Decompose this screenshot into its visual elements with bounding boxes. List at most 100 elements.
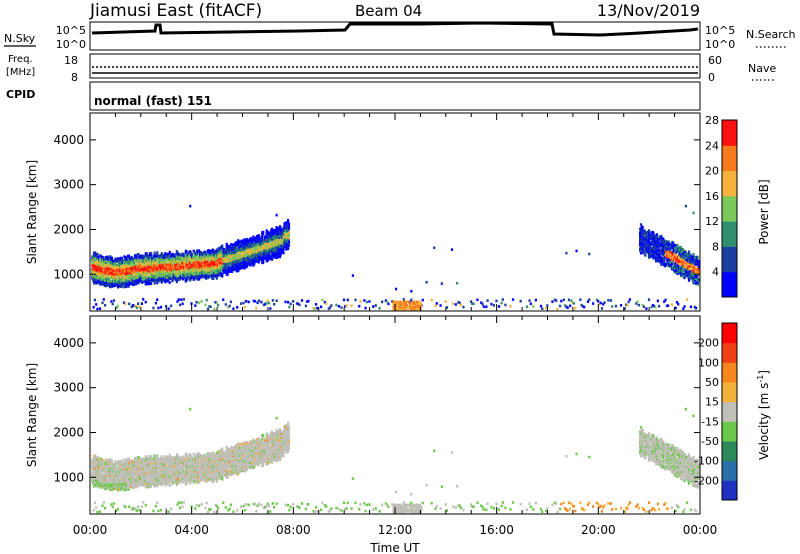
scatter-cell — [120, 459, 123, 463]
power-scatter — [91, 204, 700, 311]
scatter-cell — [167, 266, 170, 270]
scatter-cell — [320, 305, 323, 309]
scatter-cell — [363, 299, 366, 302]
scatter-cell — [118, 264, 122, 268]
scatter-cell — [147, 483, 150, 487]
scatter-cell — [264, 302, 267, 306]
scatter-cell — [150, 479, 154, 483]
freq-tick-bottom: 8 — [71, 71, 78, 84]
scatter-cell — [182, 265, 185, 268]
scatter-cell — [189, 250, 192, 253]
scatter-cell — [257, 259, 260, 262]
scatter-cell — [242, 249, 245, 252]
scatter-cell — [195, 300, 198, 304]
scatter-cell — [695, 266, 698, 269]
scatter-cell — [657, 252, 660, 255]
scatter-cell — [653, 246, 656, 249]
scatter-cell — [198, 249, 201, 252]
scatter-cell — [137, 482, 140, 486]
scatter-cell — [304, 304, 307, 308]
scatter-cell — [139, 477, 142, 481]
scatter-cell — [166, 274, 170, 278]
scatter-cell — [138, 475, 141, 479]
scatter-cell — [137, 457, 140, 461]
scatter-cell — [121, 465, 124, 469]
scatter-cell — [154, 254, 157, 257]
scatter-cell — [160, 268, 163, 271]
scatter-cell — [141, 468, 145, 472]
scatter-cell — [384, 299, 388, 302]
scatter-cell — [237, 253, 240, 257]
scatter-cell — [676, 272, 679, 276]
scatter-cell — [134, 281, 138, 284]
scatter-cell — [142, 463, 146, 467]
scatter-cell — [697, 260, 700, 263]
scatter-cell — [186, 254, 189, 257]
scatter-cell — [344, 304, 347, 308]
scatter-cell — [136, 263, 139, 267]
scatter-cell — [93, 456, 96, 459]
scatter-cell — [149, 456, 153, 460]
scatter-cell — [417, 302, 421, 306]
scatter-cell — [117, 285, 120, 289]
scatter-cell — [252, 264, 255, 267]
scatter-cell — [145, 478, 148, 482]
scatter-cell — [177, 298, 180, 301]
scatter-cell — [154, 473, 157, 476]
scatter-cell — [159, 480, 162, 483]
scatter-cell — [268, 240, 271, 243]
scatter-cell — [150, 258, 154, 262]
scatter-cell — [261, 252, 264, 256]
scatter-cell — [647, 248, 650, 252]
scatter-cell — [224, 253, 227, 257]
scatter-cell — [149, 251, 153, 255]
scatter-cell — [106, 273, 109, 277]
scatter-cell — [655, 259, 658, 263]
scatter-cell — [653, 255, 656, 258]
scatter-cell — [637, 303, 640, 307]
scatter-cell — [106, 478, 109, 481]
scatter-cell — [125, 256, 128, 260]
scatter-cell — [108, 459, 111, 463]
scatter-cell — [145, 259, 148, 262]
scatter-cell — [221, 274, 224, 278]
scatter-cell — [657, 246, 660, 250]
scatter-cell — [184, 256, 187, 260]
scatter-cell — [655, 244, 659, 247]
scatter-cell — [696, 256, 700, 259]
scatter-cell — [228, 261, 231, 264]
scatter-cell — [147, 254, 150, 257]
scatter-cell — [147, 485, 150, 489]
scatter-cell — [673, 260, 676, 263]
scatter-cell — [128, 302, 131, 306]
scatter-cell — [663, 241, 667, 245]
scatter-cell — [150, 274, 154, 278]
scatter-cell — [444, 300, 447, 303]
scatter-cell — [157, 279, 161, 283]
scatter-cell — [187, 252, 190, 256]
scatter-cell — [168, 272, 171, 275]
scatter-cell — [558, 304, 562, 308]
scatter-cell — [106, 275, 109, 278]
scatter-cell — [130, 277, 133, 280]
scatter-cell — [312, 307, 315, 310]
scatter-cell — [439, 304, 442, 307]
scatter-cell — [160, 254, 163, 257]
scatter-cell — [655, 236, 659, 240]
scatter-cell — [208, 271, 211, 275]
scatter-cell — [692, 252, 695, 256]
scatter-cell — [150, 461, 154, 465]
scatter-cell — [155, 274, 158, 278]
station-title: Jiamusi East (fitACF) — [89, 1, 262, 21]
scatter-cell — [138, 258, 141, 262]
scatter-cell — [675, 266, 678, 270]
scatter-cell — [141, 259, 144, 263]
scatter-cell — [539, 304, 543, 308]
scatter-cell — [274, 233, 277, 236]
scatter-cell — [198, 301, 201, 305]
scatter-cell — [580, 303, 583, 307]
scatter-cell — [141, 457, 145, 461]
scatter-cell — [119, 477, 122, 481]
scatter-cell — [262, 261, 265, 264]
scatter-cell — [661, 260, 664, 264]
